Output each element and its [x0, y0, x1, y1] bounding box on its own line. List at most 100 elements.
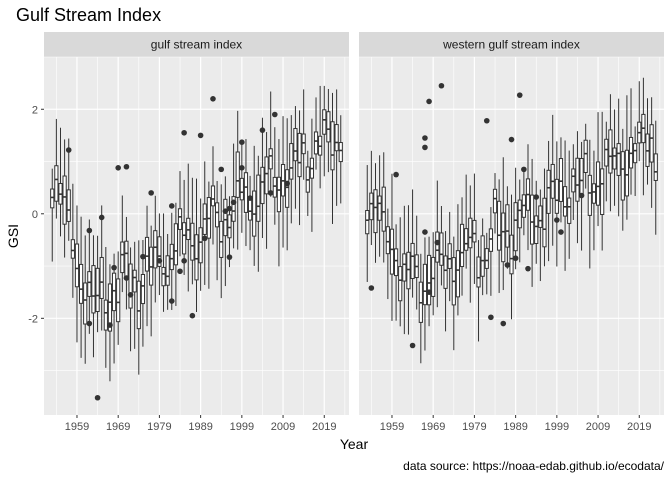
box-iqr — [377, 195, 382, 221]
x-tick-label: 1999 — [545, 421, 569, 433]
x-tick-label: 1959 — [380, 421, 404, 433]
outlier-point — [226, 254, 233, 260]
box-iqr — [120, 241, 125, 274]
outlier-point — [94, 394, 101, 401]
box-iqr — [464, 228, 469, 251]
outliers-western-gulf-stream-index — [368, 82, 585, 349]
x-tick-label: 2019 — [312, 421, 336, 433]
box-iqr — [579, 157, 584, 196]
box-iqr — [62, 175, 67, 225]
outlier-point — [156, 258, 163, 264]
outlier-point — [123, 163, 130, 170]
outlier-point — [259, 127, 266, 133]
box-iqr — [422, 263, 428, 306]
box-iqr — [276, 176, 282, 213]
box-iqr — [653, 153, 658, 181]
x-tick-label: 1969 — [106, 421, 130, 433]
outlier-point — [111, 264, 117, 271]
box-iqr — [534, 215, 539, 244]
y-tick-label: 2 — [32, 104, 38, 116]
box-iqr — [264, 156, 269, 195]
box-iqr — [447, 243, 452, 269]
outlier-point — [422, 135, 428, 141]
box-iqr — [322, 109, 327, 135]
box-iqr — [66, 189, 71, 222]
box-iqr — [480, 235, 485, 277]
box-iqr — [600, 168, 605, 216]
box-iqr — [435, 231, 440, 263]
x-tick-label: 2009 — [586, 421, 610, 433]
strip-background-gulf-stream-index — [44, 32, 349, 57]
box-iqr — [215, 202, 220, 228]
box-iqr — [219, 220, 224, 258]
boxes-western-gulf-stream-index — [365, 77, 658, 364]
outlier-point — [504, 262, 511, 268]
box-iqr — [78, 263, 84, 304]
outlier-point — [210, 96, 216, 102]
box-iqr — [260, 166, 265, 205]
box-iqr — [497, 200, 502, 251]
outlier-point — [267, 190, 274, 196]
box-iqr — [293, 128, 298, 162]
box-iqr — [87, 271, 92, 297]
box-iqr — [455, 250, 461, 298]
outlier-point — [127, 291, 134, 298]
outlier-point — [516, 92, 523, 98]
box-iqr — [562, 186, 568, 217]
box-iqr — [476, 256, 481, 288]
box-iqr — [268, 148, 273, 170]
outlier-point — [488, 314, 494, 321]
box-iqr — [398, 266, 403, 302]
box-iqr — [289, 143, 294, 180]
box-iqr — [513, 202, 518, 252]
box-iqr — [210, 185, 216, 207]
box-iqr — [571, 168, 576, 193]
box-iqr — [595, 161, 601, 206]
box-iqr — [83, 282, 88, 325]
strip-background-western-gulf-stream-index — [359, 32, 664, 57]
outlier-point — [533, 194, 540, 200]
box-iqr — [194, 234, 199, 281]
outlier-point — [86, 227, 93, 234]
box-iqr — [546, 169, 551, 214]
outlier-point — [65, 147, 72, 153]
box-iqr — [227, 214, 232, 239]
x-tick-label: 1959 — [65, 421, 89, 433]
box-iqr — [128, 263, 133, 309]
box-iqr — [161, 266, 166, 287]
outlier-point — [247, 195, 253, 201]
x-tick-label: 2009 — [271, 421, 295, 433]
x-tick-label: 1989 — [503, 421, 527, 433]
box-iqr — [153, 230, 158, 269]
box-iqr — [505, 204, 510, 248]
box-iqr — [542, 197, 547, 248]
box-iqr — [165, 255, 170, 286]
outlier-point — [226, 205, 233, 212]
box-iqr — [587, 174, 592, 216]
box-iqr — [99, 256, 104, 299]
box-iqr — [649, 124, 654, 163]
x-axis-title: Year — [340, 436, 369, 452]
box-iqr — [410, 242, 415, 280]
box-iqr — [616, 143, 621, 176]
outlier-point — [500, 320, 507, 327]
box-iqr — [488, 228, 493, 252]
box-iqr — [144, 236, 150, 272]
box-iqr — [369, 192, 374, 221]
outlier-point — [107, 322, 113, 328]
box-iqr — [608, 129, 613, 174]
box-iqr — [439, 232, 444, 266]
box-iqr — [484, 248, 489, 269]
outlier-point — [168, 298, 175, 304]
outlier-point — [368, 285, 375, 291]
y-tick-label: -2 — [28, 313, 38, 325]
box-iqr — [54, 165, 59, 202]
box-iqr — [223, 198, 228, 237]
outlier-point — [189, 312, 196, 319]
box-iqr — [95, 267, 100, 313]
x-tick-label: 1979 — [462, 421, 486, 433]
box-iqr — [612, 147, 617, 170]
box-iqr — [338, 142, 343, 163]
box-iqr — [103, 299, 108, 331]
box-iqr — [132, 269, 137, 293]
